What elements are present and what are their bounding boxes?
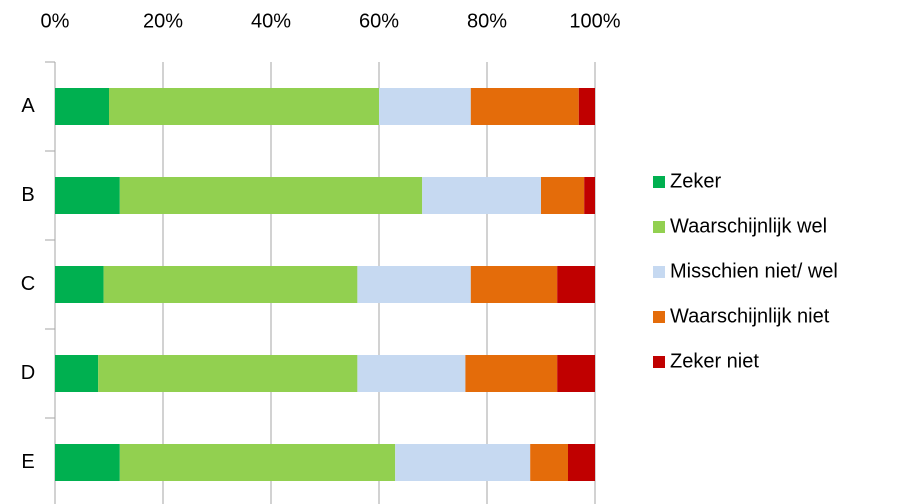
bar-segment	[98, 355, 358, 392]
bar-segment	[530, 444, 568, 481]
legend-swatch	[653, 356, 665, 368]
bar-segment	[541, 177, 585, 214]
bar-segment	[465, 355, 558, 392]
legend-label: Misschien niet/ wel	[670, 260, 838, 282]
bar-segment	[395, 444, 531, 481]
x-tick-label: 80%	[467, 10, 507, 32]
legend-swatch	[653, 176, 665, 188]
legend-label: Zeker niet	[670, 350, 759, 372]
bar-segment	[422, 177, 541, 214]
bar-segment	[103, 266, 358, 303]
x-tick-label: 0%	[41, 10, 70, 32]
legend-swatch	[653, 266, 665, 278]
bar-segment	[379, 88, 471, 125]
y-tick-label: B	[21, 184, 34, 206]
y-tick-label: C	[21, 273, 35, 295]
bar-segment	[357, 266, 471, 303]
bar-segment	[55, 355, 99, 392]
bar-segment	[55, 177, 120, 214]
x-tick-label: 20%	[143, 10, 183, 32]
bar-segment	[55, 266, 104, 303]
bar-segment	[119, 444, 396, 481]
x-tick-label: 100%	[569, 10, 620, 32]
bar-segment	[55, 88, 109, 125]
legend-swatch	[653, 311, 665, 323]
x-tick-label: 40%	[251, 10, 291, 32]
bar-segment	[584, 177, 595, 214]
bar-segment	[357, 355, 466, 392]
x-tick-label: 60%	[359, 10, 399, 32]
y-tick-label: A	[21, 95, 35, 117]
bar-segment	[55, 444, 120, 481]
legend-swatch	[653, 221, 665, 233]
bar-segment	[109, 88, 379, 125]
bar-segment	[557, 266, 595, 303]
y-tick-label: D	[21, 362, 35, 384]
y-tick-label: E	[21, 451, 34, 473]
bar-segment	[578, 88, 595, 125]
legend-label: Waarschijnlijk wel	[670, 215, 827, 237]
legend-label: Zeker	[670, 170, 721, 192]
bar-segment	[470, 88, 579, 125]
bar-segment	[568, 444, 595, 481]
bar-segment	[470, 266, 558, 303]
legend-label: Waarschijnlijk niet	[670, 305, 830, 327]
bar-segment	[119, 177, 423, 214]
bar-segment	[557, 355, 595, 392]
